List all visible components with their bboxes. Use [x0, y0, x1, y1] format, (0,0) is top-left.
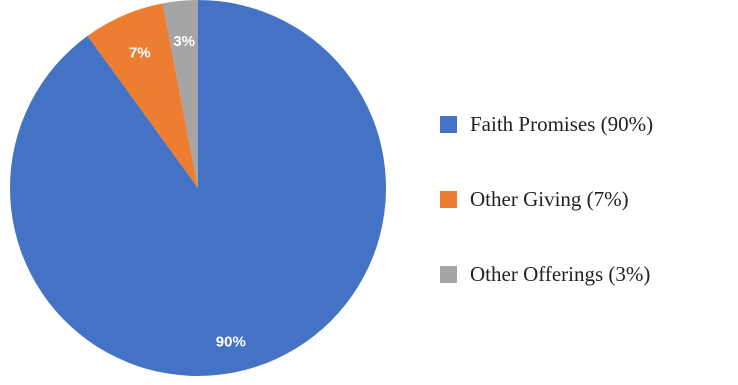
legend-swatch-other-giving — [440, 191, 457, 208]
slice-data-label-other-offerings: 3% — [173, 33, 195, 50]
pie-slice-other-offerings — [162, 0, 198, 188]
legend-label-other-offerings: Other Offerings (3%) — [470, 262, 651, 286]
pie-chart-plot: 90% 7% 3% — [9, 0, 386, 376]
legend-swatch-faith-promises — [440, 116, 457, 133]
legend-swatch-other-offerings — [440, 266, 457, 283]
legend-item-other-giving: Other Giving (7%) — [440, 187, 738, 212]
slice-data-label-other-giving: 7% — [129, 44, 151, 61]
legend-label-faith-promises: Faith Promises (90%) — [470, 112, 654, 136]
slice-data-label-faith-promises: 90% — [216, 333, 246, 350]
chart-legend: Faith Promises (90%) Other Giving (7%) O… — [440, 112, 738, 287]
pie-slice-faith-promises — [9, 0, 386, 376]
legend-item-other-offerings: Other Offerings (3%) — [440, 262, 738, 287]
legend-item-faith-promises: Faith Promises (90%) — [440, 112, 738, 137]
pie-slice-other-giving — [87, 3, 198, 188]
legend-label-other-giving: Other Giving (7%) — [470, 187, 629, 211]
